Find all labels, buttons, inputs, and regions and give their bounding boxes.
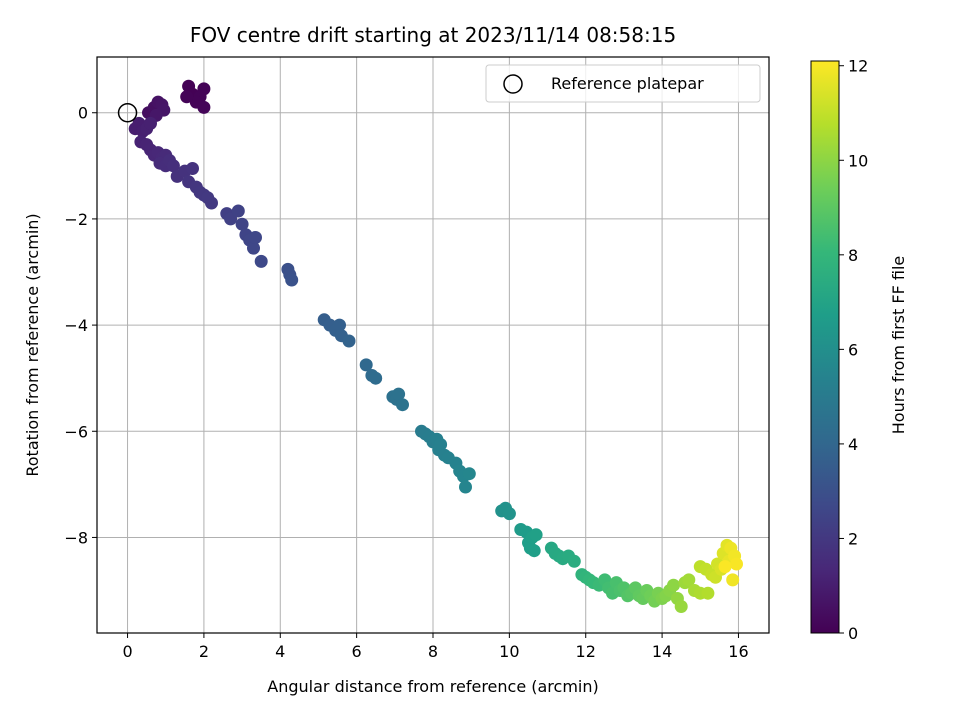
data-point [180,90,194,104]
data-point [254,254,268,268]
data-point [674,600,688,613]
data-point [247,241,260,255]
data-point [667,578,680,592]
x-tick-label: 8 [428,642,438,661]
reference-platepar-marker [117,102,138,123]
x-axis-label: Angular distance from reference (arcmin) [267,677,598,696]
data-point [567,554,581,568]
data-point [197,100,211,114]
data-point [527,544,541,558]
legend-marker [503,74,523,94]
y-axis-label: Rotation from reference (arcmin) [23,213,42,476]
data-point [434,438,448,451]
data-point [682,573,696,587]
colorbar-frame [810,60,840,634]
colorbar-tick-label: 8 [848,246,858,265]
data-point [396,398,409,412]
data-point [730,557,743,571]
data-point [249,231,262,244]
scatter-points [128,79,743,613]
x-tick-label: 12 [576,642,596,661]
y-tick-label: 0 [78,104,88,123]
grid [97,57,769,633]
data-point [529,528,543,542]
data-point [462,467,476,481]
data-point [701,586,715,600]
data-point [726,573,740,587]
data-point [333,318,346,332]
data-point [197,82,211,96]
data-point [186,162,199,175]
colorbar-ticks: 0 2 4 6 8 10 12 [839,57,868,643]
colorbar-gradient [811,61,839,633]
data-point [392,387,406,401]
data-point [285,273,299,287]
x-tick-label: 16 [728,642,748,661]
data-point [502,507,516,521]
y-tick-label: −6 [64,422,88,441]
colorbar-tick-label: 10 [848,151,868,170]
x-tick-label: 14 [652,642,672,661]
data-point [342,334,356,348]
x-tick-label: 0 [122,642,132,661]
x-tick-label: 2 [199,642,209,661]
y-axis-ticks: 0 −2 −4 −6 −8 [64,104,97,547]
chart-title: FOV centre drift starting at 2023/11/14 … [190,23,676,47]
data-point [166,159,180,173]
y-tick-label: −4 [64,316,88,335]
colorbar-label: Hours from first FF file [889,256,908,435]
data-point [459,480,472,494]
x-axis-ticks: 0 2 4 6 8 10 12 14 16 [122,633,749,661]
colorbar-tick-label: 12 [848,57,868,76]
legend: Reference platepar [485,64,761,103]
y-tick-label: −2 [64,210,88,229]
y-tick-label: −8 [64,528,88,547]
colorbar: 0 2 4 6 8 10 12 Hours from first FF file [810,57,908,643]
data-point [235,217,249,231]
data-point [144,116,157,130]
legend-entry-0: Reference platepar [551,74,704,93]
data-point [231,204,245,218]
colorbar-tick-label: 4 [848,435,858,454]
data-point [718,560,732,574]
colorbar-tick-label: 2 [848,529,858,548]
data-point [359,358,373,372]
x-tick-label: 4 [275,642,285,661]
legend-box [485,64,761,103]
colorbar-tick-label: 6 [848,340,858,359]
x-tick-label: 10 [499,642,519,661]
data-point [369,371,383,385]
x-tick-label: 6 [352,642,362,661]
colorbar-tick-label: 0 [848,624,858,643]
data-point [201,191,215,205]
